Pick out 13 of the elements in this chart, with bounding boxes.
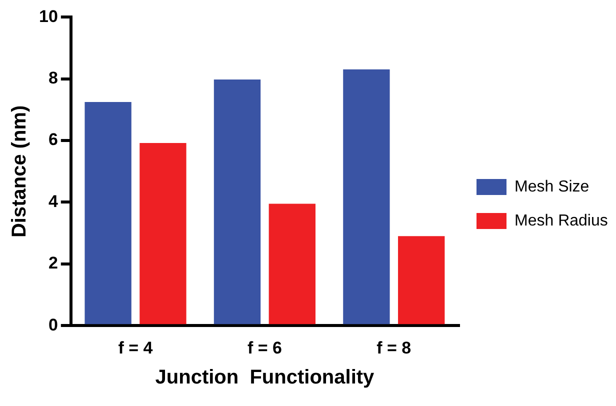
y-tick-label: 6 [48,130,58,150]
y-tick-label: 4 [48,192,58,211]
y-tick-label: 10 [38,6,58,26]
x-tick-label: f = 4 [118,338,154,358]
x-axis-title: Junction Functionality [155,366,376,389]
y-tick-label: 8 [48,68,58,88]
legend-label: Mesh Size [514,178,590,196]
x-tick-label: f = 6 [247,338,282,358]
x-tick-label: f = 8 [376,338,412,358]
legend-label: Mesh Radius [514,212,608,230]
y-tick-label: 2 [48,254,58,273]
y-tick-label: 0 [48,315,58,334]
y-axis-title: Distance (nm) [8,105,31,238]
